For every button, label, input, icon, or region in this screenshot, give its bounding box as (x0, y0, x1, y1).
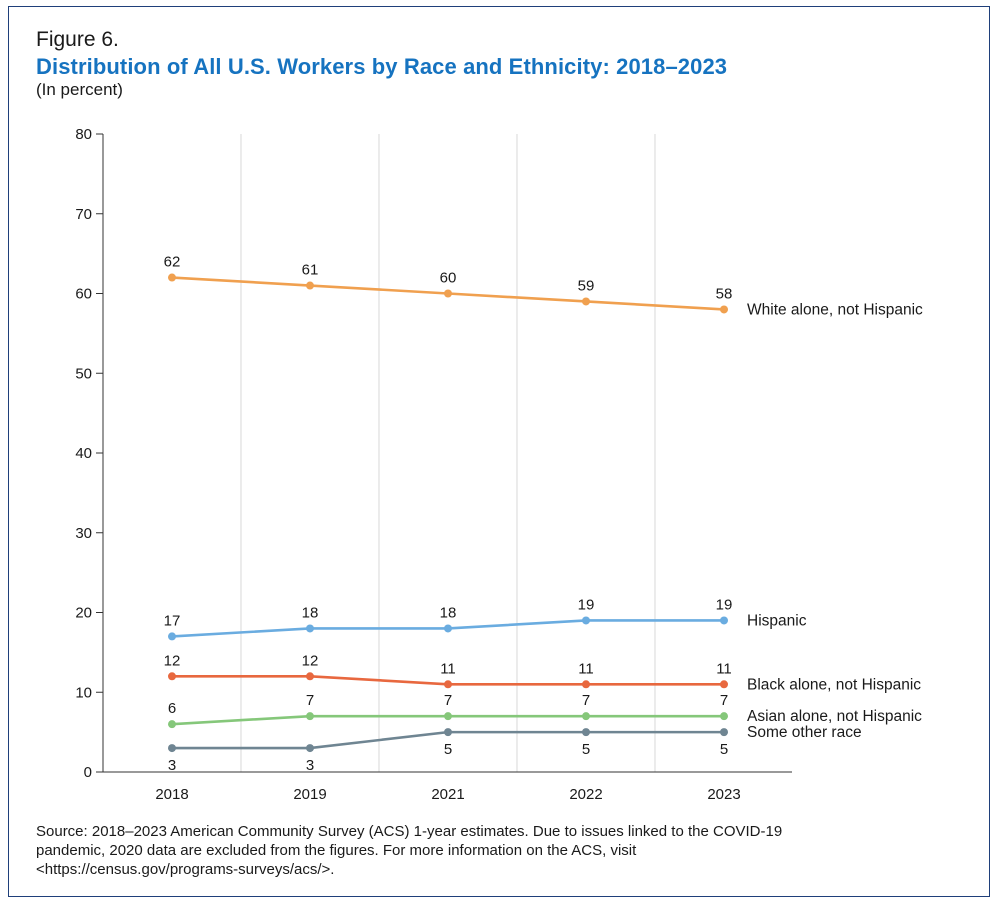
data-label-asian-alone-not-hispanic-2023: 7 (720, 692, 728, 709)
y-tick-label-80: 80 (75, 126, 92, 143)
point-asian-alone-not-hispanic-2021 (444, 712, 452, 721)
data-label-black-alone-not-hispanic-2021: 11 (440, 660, 456, 677)
x-tick-label-2019: 2019 (293, 786, 326, 803)
x-tick-label-2023: 2023 (707, 786, 740, 803)
x-tick-label-2021: 2021 (431, 786, 464, 803)
data-label-asian-alone-not-hispanic-2021: 7 (444, 692, 452, 709)
x-tick-label-2022: 2022 (569, 786, 602, 803)
line-chart: 0 10 20 30 40 50 60 70 80 2018 2019 2021 2022 2023 62 6… (75, 126, 923, 803)
series-label-hispanic: Hispanic (747, 612, 807, 629)
y-tick-label-20: 20 (75, 605, 92, 622)
data-label-hispanic-2022: 19 (578, 596, 595, 613)
point-black-alone-not-hispanic-2018 (168, 672, 176, 681)
data-label-white-alone-not-hispanic-2022: 59 (578, 277, 595, 294)
series-label-white-alone-not-hispanic: White alone, not Hispanic (747, 301, 923, 318)
y-tick-label-10: 10 (75, 684, 92, 701)
point-white-alone-not-hispanic-2023 (720, 305, 728, 314)
data-label-hispanic-2019: 18 (302, 604, 319, 621)
point-black-alone-not-hispanic-2022 (582, 680, 590, 689)
data-label-black-alone-not-hispanic-2019: 12 (302, 652, 319, 669)
source-note: Source: 2018–2023 American Community Sur… (36, 822, 976, 879)
data-label-asian-alone-not-hispanic-2019: 7 (306, 692, 314, 709)
series-label-asian-alone-not-hispanic: Asian alone, not Hispanic (747, 708, 922, 725)
data-label-hispanic-2023: 19 (716, 596, 733, 613)
x-tick-label-2018: 2018 (155, 786, 188, 803)
data-label-some-other-race-2023: 5 (720, 741, 728, 758)
source-line-3: <https://census.gov/programs-surveys/acs… (36, 861, 335, 878)
y-tick-label-60: 60 (75, 286, 92, 303)
point-black-alone-not-hispanic-2021 (444, 680, 452, 689)
series-label-black-alone-not-hispanic: Black alone, not Hispanic (747, 676, 921, 693)
source-line-1: Source: 2018–2023 American Community Sur… (36, 823, 783, 840)
point-some-other-race-2023 (720, 728, 728, 737)
source-line-2: pandemic, 2020 data are excluded from th… (36, 842, 637, 859)
y-tick-label-70: 70 (75, 206, 92, 223)
figure-label: Figure 6. (36, 28, 119, 51)
point-white-alone-not-hispanic-2019 (306, 281, 314, 290)
data-label-hispanic-2018: 17 (164, 612, 181, 629)
data-label-hispanic-2021: 18 (440, 604, 457, 621)
point-white-alone-not-hispanic-2022 (582, 297, 590, 306)
point-asian-alone-not-hispanic-2019 (306, 712, 314, 721)
point-asian-alone-not-hispanic-2018 (168, 720, 176, 729)
data-label-some-other-race-2019: 3 (306, 757, 314, 774)
point-some-other-race-2018 (168, 744, 176, 753)
point-hispanic-2023 (720, 616, 728, 625)
data-label-black-alone-not-hispanic-2018: 12 (164, 652, 181, 669)
chart-title: Distribution of All U.S. Workers by Race… (36, 54, 728, 79)
point-black-alone-not-hispanic-2023 (720, 680, 728, 689)
data-label-some-other-race-2021: 5 (444, 741, 452, 758)
point-asian-alone-not-hispanic-2023 (720, 712, 728, 721)
point-black-alone-not-hispanic-2019 (306, 672, 314, 681)
y-tick-label-50: 50 (75, 365, 92, 382)
data-label-white-alone-not-hispanic-2023: 58 (716, 285, 733, 302)
chart-subtitle: (In percent) (36, 80, 123, 99)
data-label-black-alone-not-hispanic-2022: 11 (578, 660, 594, 677)
point-some-other-race-2019 (306, 744, 314, 753)
point-hispanic-2021 (444, 624, 452, 633)
point-hispanic-2022 (582, 616, 590, 625)
point-hispanic-2018 (168, 632, 176, 641)
point-asian-alone-not-hispanic-2022 (582, 712, 590, 721)
y-tick-label-30: 30 (75, 525, 92, 542)
point-white-alone-not-hispanic-2021 (444, 289, 452, 298)
data-label-some-other-race-2022: 5 (582, 741, 590, 758)
data-label-black-alone-not-hispanic-2023: 11 (716, 660, 732, 677)
point-hispanic-2019 (306, 624, 314, 633)
series-label-some-other-race: Some other race (747, 724, 862, 741)
point-white-alone-not-hispanic-2018 (168, 273, 176, 282)
y-tick-label-40: 40 (75, 445, 92, 462)
y-tick-label-0: 0 (84, 764, 92, 781)
point-some-other-race-2022 (582, 728, 590, 737)
figure-frame (8, 6, 990, 897)
data-label-some-other-race-2018: 3 (168, 757, 176, 774)
data-label-asian-alone-not-hispanic-2018: 6 (168, 700, 176, 717)
data-label-white-alone-not-hispanic-2018: 62 (164, 254, 181, 271)
point-some-other-race-2021 (444, 728, 452, 737)
data-label-white-alone-not-hispanic-2021: 60 (440, 270, 457, 287)
data-label-white-alone-not-hispanic-2019: 61 (302, 262, 319, 279)
data-label-asian-alone-not-hispanic-2022: 7 (582, 692, 590, 709)
